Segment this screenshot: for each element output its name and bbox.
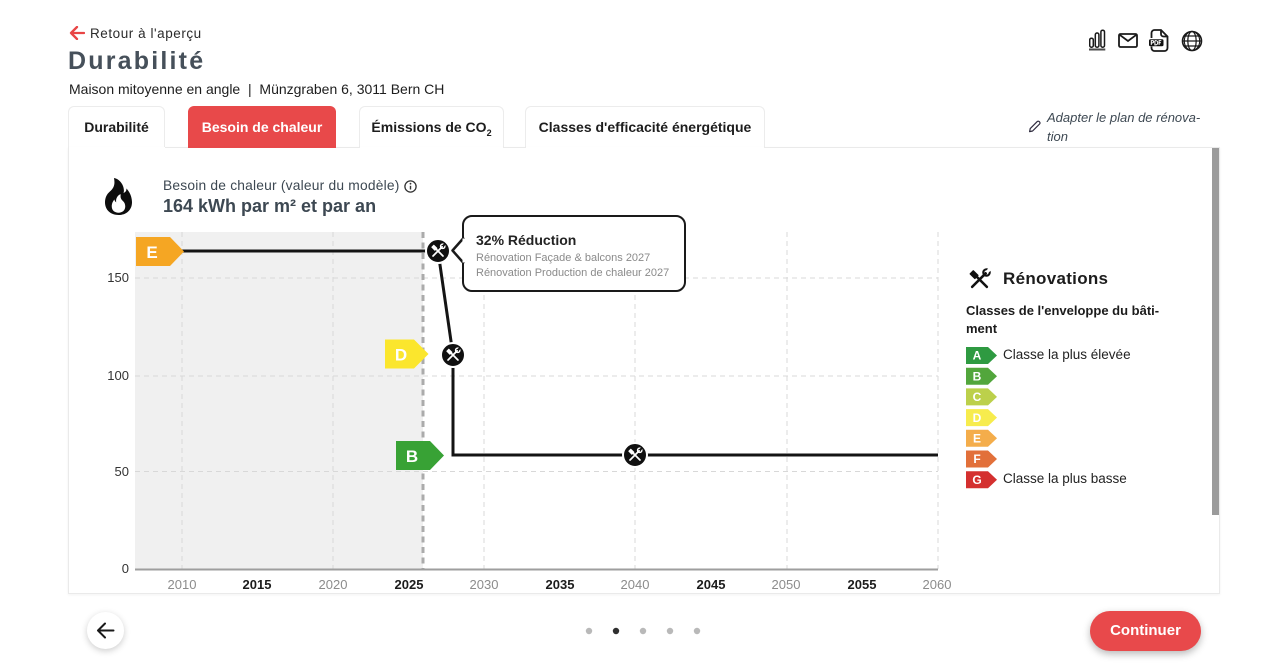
svg-text:D: D (973, 411, 982, 425)
svg-text:B: B (973, 369, 982, 383)
svg-text:F: F (973, 452, 980, 466)
svg-text:E: E (146, 243, 157, 262)
svg-text:2045: 2045 (697, 577, 726, 592)
svg-text:C: C (973, 390, 982, 404)
svg-text:2060: 2060 (923, 577, 952, 592)
svg-text:2015: 2015 (243, 577, 272, 592)
svg-text:A: A (973, 349, 982, 363)
svg-text:0: 0 (122, 561, 129, 576)
svg-text:150: 150 (107, 270, 129, 285)
svg-text:2050: 2050 (772, 577, 801, 592)
svg-text:50: 50 (115, 464, 129, 479)
svg-text:2030: 2030 (470, 577, 499, 592)
svg-text:2040: 2040 (621, 577, 650, 592)
svg-text:2035: 2035 (546, 577, 575, 592)
svg-text:2055: 2055 (848, 577, 877, 592)
svg-text:2010: 2010 (168, 577, 197, 592)
svg-text:D: D (395, 346, 407, 365)
svg-text:2020: 2020 (319, 577, 348, 592)
svg-text:100: 100 (107, 368, 129, 383)
svg-text:E: E (973, 432, 981, 446)
svg-text:G: G (972, 473, 981, 487)
svg-text:2025: 2025 (395, 577, 424, 592)
svg-text:B: B (406, 447, 418, 466)
